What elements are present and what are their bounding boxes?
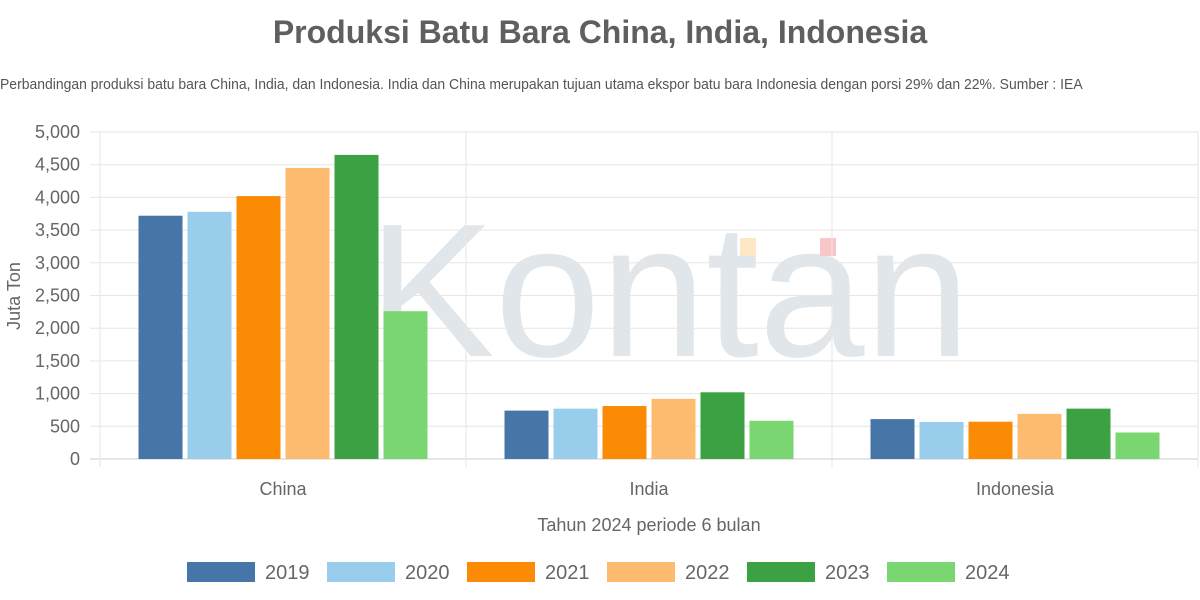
bar-china-2023[interactable] <box>334 154 379 459</box>
x-tick-label: China <box>259 479 307 499</box>
bar-india-2019[interactable] <box>504 410 549 459</box>
bars <box>138 154 1160 460</box>
bar-indonesia-2020[interactable] <box>919 422 964 459</box>
y-tick-label: 3,500 <box>35 220 80 240</box>
legend-label-2022[interactable]: 2022 <box>685 562 730 584</box>
legend: 2019 2020 2021 2022 2023 2024 <box>187 562 1010 584</box>
y-axis-title: Juta Ton <box>4 262 24 330</box>
legend-label-2023[interactable]: 2023 <box>825 562 870 584</box>
bar-china-2019[interactable] <box>138 215 183 459</box>
y-tick-label: 2,500 <box>35 286 80 306</box>
legend-label-2020[interactable]: 2020 <box>405 562 450 584</box>
bar-india-2022[interactable] <box>651 398 696 459</box>
x-axis-title: Tahun 2024 periode 6 bulan <box>537 515 760 535</box>
bar-indonesia-2021[interactable] <box>968 421 1013 459</box>
legend-label-2021[interactable]: 2021 <box>545 562 590 584</box>
bar-india-2021[interactable] <box>602 406 647 459</box>
bar-china-2021[interactable] <box>236 196 281 460</box>
watermark-text: Kontan <box>368 185 970 397</box>
legend-swatch-2022[interactable] <box>607 562 675 582</box>
legend-label-2024[interactable]: 2024 <box>965 562 1010 584</box>
bar-china-2022[interactable] <box>285 167 330 459</box>
watermark-accent-1 <box>740 238 756 256</box>
y-tick-label: 500 <box>50 416 80 436</box>
bar-indonesia-2022[interactable] <box>1017 413 1062 459</box>
y-tick-label: 0 <box>70 449 80 469</box>
chart-title: Produksi Batu Bara China, India, Indones… <box>272 14 928 50</box>
y-tick-label: 2,000 <box>35 318 80 338</box>
y-tick-label: 1,000 <box>35 384 80 404</box>
watermark-accent-2 <box>820 238 836 256</box>
y-tick-label: 4,500 <box>35 155 80 175</box>
legend-swatch-2021[interactable] <box>467 562 535 582</box>
x-tick-label: Indonesia <box>976 479 1055 499</box>
legend-label-2019[interactable]: 2019 <box>265 562 310 584</box>
y-tick-label: 1,500 <box>35 351 80 371</box>
bar-indonesia-2019[interactable] <box>870 419 915 459</box>
bar-india-2020[interactable] <box>553 408 598 459</box>
legend-swatch-2020[interactable] <box>327 562 395 582</box>
bar-indonesia-2024[interactable] <box>1115 432 1160 459</box>
legend-swatch-2023[interactable] <box>747 562 815 582</box>
watermark: Kontan <box>368 185 970 397</box>
y-tick-label: 4,000 <box>35 187 80 207</box>
y-tick-label: 3,000 <box>35 253 80 273</box>
bar-indonesia-2023[interactable] <box>1066 408 1111 459</box>
chart-subtitle: Perbandingan produksi batu bara China, I… <box>0 76 1083 93</box>
bar-china-2024[interactable] <box>383 311 428 459</box>
axes: 0 500 1,000 1,500 2,000 2,500 3,000 3,500 4,000 4… <box>4 122 1055 535</box>
bar-india-2024[interactable] <box>749 420 794 459</box>
legend-swatch-2019[interactable] <box>187 562 255 582</box>
legend-swatch-2024[interactable] <box>887 562 955 582</box>
bar-china-2020[interactable] <box>187 211 232 459</box>
bar-india-2023[interactable] <box>700 392 745 459</box>
y-tick-label: 5,000 <box>35 122 80 142</box>
x-tick-label: India <box>629 479 669 499</box>
